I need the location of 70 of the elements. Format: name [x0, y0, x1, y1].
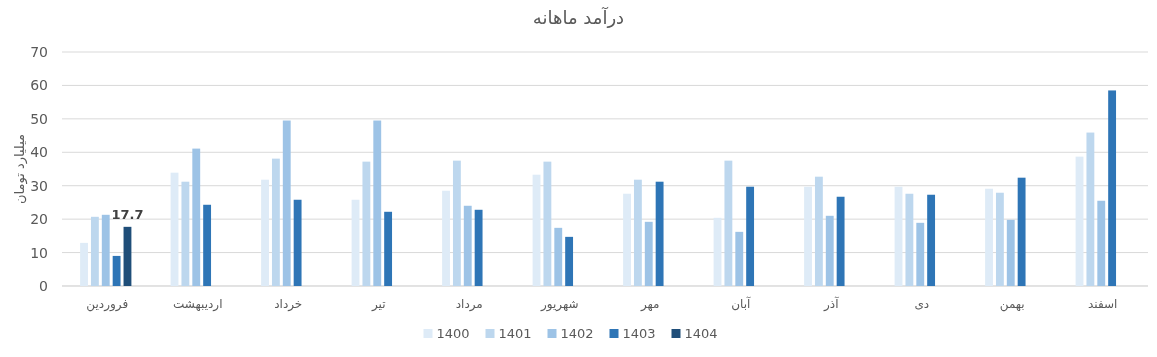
bar	[927, 194, 936, 286]
bar	[623, 193, 631, 286]
y-tick-label: 10	[30, 244, 48, 261]
bar	[80, 242, 88, 286]
y-tick-label: 40	[30, 144, 48, 161]
bar	[985, 188, 993, 286]
x-tick-label: شهریور	[539, 297, 579, 312]
y-tick-label: 20	[30, 211, 48, 228]
x-tick-label: اردیبهشت	[173, 297, 223, 312]
bar	[644, 221, 653, 286]
bar	[836, 196, 845, 286]
data-label: 17.7	[111, 206, 144, 222]
y-tick-label: 60	[30, 77, 48, 94]
bar	[112, 255, 121, 286]
legend-label: 1401	[498, 326, 532, 341]
bar	[271, 158, 280, 286]
bar	[1108, 90, 1117, 286]
bar	[633, 179, 642, 286]
bar	[554, 227, 563, 286]
bar	[282, 120, 291, 286]
y-tick-label: 50	[30, 110, 48, 127]
y-tick-label: 0	[39, 278, 48, 294]
bar	[1097, 200, 1106, 286]
bar	[362, 161, 371, 286]
bar	[814, 176, 823, 286]
bar	[101, 214, 110, 286]
bar	[565, 236, 574, 286]
bar	[825, 215, 834, 286]
bar	[1017, 177, 1026, 286]
y-tick-label: 70	[30, 44, 48, 60]
bar	[543, 161, 552, 286]
bar	[905, 193, 914, 286]
chart-title: درآمد ماهانه	[532, 6, 625, 28]
x-tick-label: آبان	[731, 296, 751, 311]
bar	[916, 222, 925, 286]
legend-label: 1400	[436, 326, 470, 341]
bar	[181, 181, 190, 286]
x-tick-label: فروردین	[86, 297, 129, 312]
bar	[452, 160, 461, 286]
bar	[442, 190, 450, 286]
x-tick-label: دی	[914, 297, 930, 311]
bar	[192, 148, 201, 286]
legend-label: 1402	[560, 326, 594, 341]
bar	[746, 186, 755, 286]
bar	[293, 199, 302, 286]
bar	[1086, 132, 1095, 286]
bar	[463, 205, 472, 286]
legend-label: 1404	[684, 326, 718, 341]
x-tick-label: خرداد	[274, 297, 303, 312]
bar	[655, 181, 664, 286]
x-tick-label: آذر	[823, 296, 840, 312]
bar	[995, 192, 1004, 286]
y-axis-title: میلیارد تومان	[12, 133, 28, 205]
bar	[804, 186, 812, 286]
x-tick-label: مهر	[639, 297, 660, 312]
bar	[261, 179, 269, 286]
bar	[735, 231, 744, 286]
bar	[90, 216, 99, 286]
bar	[203, 204, 212, 286]
x-tick-label: مرداد	[455, 297, 483, 312]
x-tick-label: اسفند	[1088, 297, 1118, 311]
bar	[373, 120, 382, 286]
bar	[1006, 219, 1015, 286]
x-tick-label: بهمن	[999, 297, 1025, 312]
legend-label: 1403	[622, 326, 656, 341]
bar	[724, 160, 733, 286]
bar	[384, 211, 393, 286]
x-tick-label: تیر	[370, 297, 386, 312]
bar	[474, 209, 483, 286]
y-tick-label: 30	[30, 177, 48, 194]
